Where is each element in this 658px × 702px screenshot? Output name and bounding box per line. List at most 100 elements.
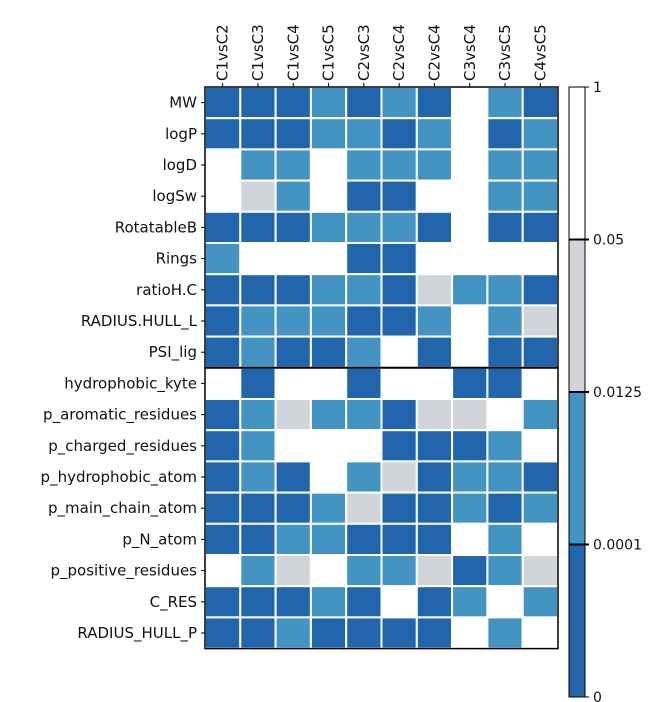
heatmap-cell — [380, 335, 418, 369]
heatmap-cell — [274, 179, 312, 213]
heatmap-cell — [239, 242, 277, 276]
heatmap-cell — [521, 304, 560, 338]
heatmap-cell — [486, 522, 524, 556]
column-label: C2vsC4 — [390, 24, 408, 81]
heatmap-cell — [415, 398, 454, 432]
heatmap-cell — [274, 117, 312, 151]
heatmap-cell — [451, 554, 489, 588]
heatmap-cell — [274, 460, 312, 494]
heatmap-cell — [451, 117, 489, 151]
heatmap-cell — [274, 242, 312, 276]
heatmap-cell — [274, 86, 312, 120]
heatmap-cell — [486, 366, 524, 400]
heatmap-cell — [451, 86, 489, 120]
heatmap-cell — [451, 429, 489, 463]
row-label: logP — [165, 125, 197, 143]
heatmap-cell — [274, 335, 312, 369]
heatmap-cell — [380, 242, 418, 276]
heatmap-cell — [380, 273, 418, 307]
heatmap-cell — [309, 86, 348, 120]
colorbar-band — [569, 87, 585, 240]
heatmap-cell — [486, 554, 524, 588]
heatmap-cell — [380, 210, 418, 245]
heatmap-cell — [486, 179, 524, 213]
heatmap-cell — [274, 554, 312, 588]
heatmap-cell — [239, 616, 277, 650]
heatmap-cell — [239, 398, 277, 432]
heatmap-cell — [309, 460, 348, 494]
heatmap-cell — [239, 304, 277, 338]
heatmap-cell — [274, 398, 312, 432]
heatmap-cell — [239, 460, 277, 494]
heatmap-cell — [380, 491, 418, 525]
heatmap-cell — [345, 210, 383, 245]
heatmap-cell — [345, 616, 383, 650]
row-label: hydrophobic_kyte — [64, 374, 197, 393]
heatmap-cell — [521, 273, 560, 307]
row-label: PSI_lig — [149, 343, 197, 362]
heatmap-cell — [451, 522, 489, 556]
heatmap-cell — [239, 273, 277, 307]
heatmap-cells — [204, 86, 560, 650]
heatmap-cell — [239, 366, 277, 400]
heatmap-cell — [274, 585, 312, 619]
heatmap-cell — [380, 304, 418, 338]
heatmap-cell — [380, 616, 418, 650]
heatmap-cell — [274, 616, 312, 650]
heatmap-cell — [309, 117, 348, 151]
column-label: C1vsC3 — [249, 24, 267, 81]
heatmap-cell — [274, 429, 312, 463]
heatmap-cell — [239, 522, 277, 556]
heatmap-cell — [239, 491, 277, 525]
colorbar-band — [569, 392, 585, 545]
heatmap-cell — [521, 585, 560, 619]
colorbar-tick-label: 0.05 — [593, 233, 624, 249]
heatmap-cell — [521, 148, 560, 182]
heatmap-cell — [204, 86, 242, 120]
heatmap-cell — [345, 148, 383, 182]
heatmap-cell — [345, 522, 383, 556]
heatmap-cell — [521, 117, 560, 151]
heatmap-cell — [415, 148, 454, 182]
heatmap-cell — [521, 616, 560, 650]
heatmap-cell — [486, 273, 524, 307]
heatmap-cell — [521, 366, 560, 400]
heatmap-cell — [521, 179, 560, 213]
heatmap-cell — [274, 210, 312, 245]
heatmap-cell — [486, 616, 524, 650]
heatmap-cell — [345, 460, 383, 494]
heatmap-cell — [451, 242, 489, 276]
column-label: C1vsC4 — [284, 24, 302, 81]
heatmap-cell — [274, 273, 312, 307]
heatmap-cell — [486, 242, 524, 276]
row-label: p_positive_residues — [51, 562, 198, 581]
heatmap-cell — [380, 86, 418, 120]
heatmap-cell — [451, 366, 489, 400]
heatmap-cell — [486, 585, 524, 619]
heatmap-cell — [521, 522, 560, 556]
heatmap-cell — [415, 491, 454, 525]
column-label: C3vsC5 — [496, 24, 514, 81]
colorbar-tick-label: 0.0001 — [593, 538, 642, 554]
heatmap-cell — [380, 522, 418, 556]
heatmap-cell — [521, 398, 560, 432]
heatmap-cell — [309, 304, 348, 338]
row-label: p_main_chain_atom — [48, 499, 197, 518]
heatmap-cell — [309, 335, 348, 369]
heatmap-cell — [239, 117, 277, 151]
heatmap-cell — [415, 86, 454, 120]
heatmap-cell — [451, 585, 489, 619]
heatmap-cell — [415, 554, 454, 588]
heatmap-cell — [239, 179, 277, 213]
row-label: Rings — [156, 250, 198, 268]
colorbar-tick-label: 1 — [593, 80, 602, 96]
heatmap-cell — [309, 522, 348, 556]
colorbar-band — [569, 239, 585, 392]
heatmap-cell — [204, 242, 242, 276]
heatmap-cell — [204, 398, 242, 432]
row-label: p_charged_residues — [48, 437, 197, 456]
heatmap-cell — [415, 273, 454, 307]
heatmap-cell — [239, 585, 277, 619]
heatmap-cell — [345, 554, 383, 588]
heatmap-cell — [309, 554, 348, 588]
